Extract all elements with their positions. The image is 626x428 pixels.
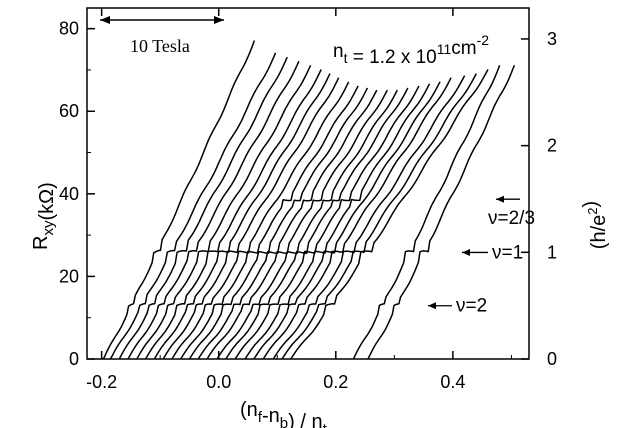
hall-trace-15	[234, 85, 420, 360]
y-right-tick-label: 3	[547, 29, 557, 49]
hall-trace-22	[352, 65, 501, 360]
hall-trace-21	[290, 69, 489, 360]
hall-trace-19	[272, 75, 466, 360]
annotation-arrowhead	[496, 195, 504, 203]
y-axis-right-label: (h/e2)	[580, 201, 610, 249]
hall-trace-13	[216, 89, 398, 360]
hall-trace-18	[262, 77, 452, 360]
hall-trace-11	[197, 89, 378, 360]
x-tick-label: -0.2	[86, 372, 117, 392]
annotation-arrowhead	[428, 302, 436, 310]
hall-trace-10	[188, 87, 369, 360]
y-axis-left-label: Rxy(kΩ)	[30, 182, 58, 250]
hall-trace-6	[153, 73, 331, 360]
hall-trace-1	[109, 52, 277, 360]
hall-trace-2	[118, 56, 288, 360]
annotation-arrowhead	[462, 248, 470, 256]
plot-frame	[86, 7, 530, 360]
hall-trace-7	[162, 77, 340, 360]
hall-trace-20	[281, 73, 477, 360]
x-tick-label: 0.0	[206, 372, 231, 392]
hall-trace-4	[136, 64, 312, 360]
hall-trace-3	[127, 60, 300, 360]
y-tick-label: 20	[59, 266, 79, 286]
y-tick-label: 0	[69, 349, 79, 369]
y-right-tick-label: 0	[547, 349, 557, 369]
y-tick-label: 60	[59, 101, 79, 121]
curves-group	[102, 40, 516, 360]
y-right-tick-label: 1	[547, 242, 557, 262]
y-right-tick-label: 2	[547, 136, 557, 156]
hall-trace-23	[367, 65, 516, 360]
hall-trace-5	[144, 69, 322, 360]
x-tick-label: 0.4	[440, 372, 465, 392]
hall-trace-8	[171, 81, 350, 360]
hall-trace-0	[102, 40, 256, 360]
x-tick-label: 0.2	[323, 372, 348, 392]
hall-trace-9	[180, 85, 359, 360]
density-label: nt = 1.2 x 1011cm-2	[333, 32, 489, 68]
scale-bar: 10 Tesla	[100, 16, 224, 56]
scale-bar-label: 10 Tesla	[130, 36, 190, 56]
hall-trace-16	[244, 83, 431, 360]
y-tick-label: 40	[59, 184, 79, 204]
annotations-group: ν=2/3 ν=1 ν=2	[428, 195, 535, 317]
hall-trace-14	[225, 87, 409, 360]
annotation-label: ν=1	[492, 242, 523, 263]
annotation-label: ν=2/3	[488, 208, 535, 229]
annotation-label: ν=2	[456, 296, 487, 317]
ticks-group: -0.2 0.0 0.2 0.4 0 20 40 60 80 0 1 2 3	[59, 8, 557, 392]
y-tick-label: 80	[59, 19, 79, 39]
x-axis-label: (nf-nb) / nt	[240, 399, 328, 428]
hall-trace-12	[206, 89, 388, 360]
hall-trace-17	[253, 81, 441, 360]
